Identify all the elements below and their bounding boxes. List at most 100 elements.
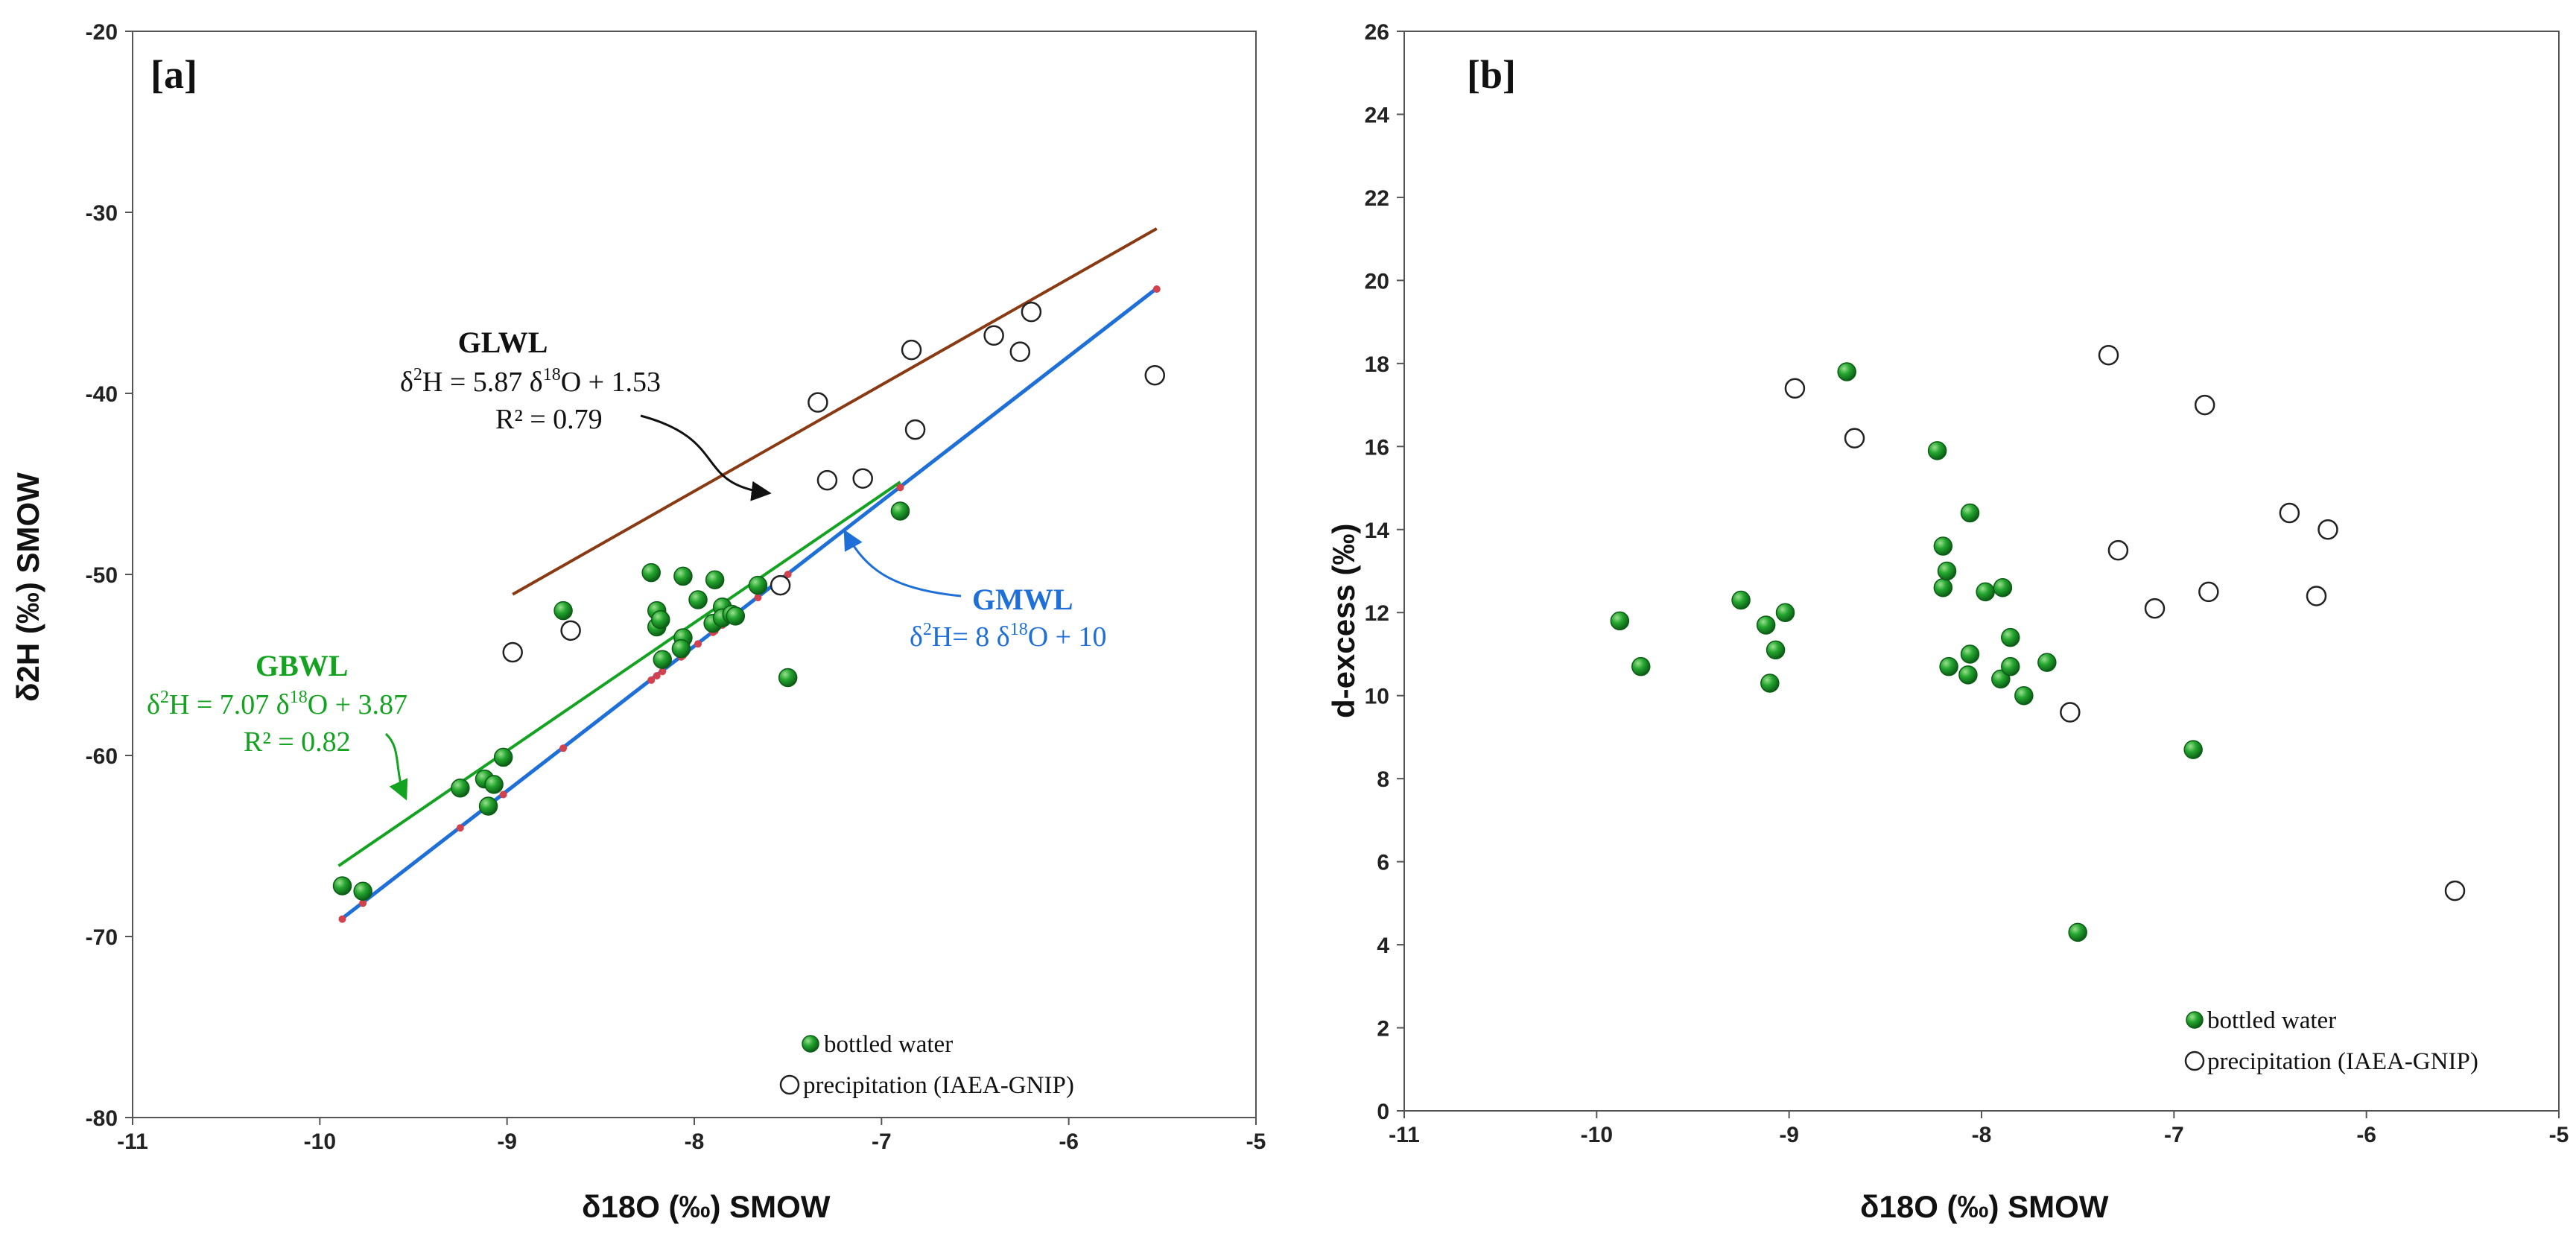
bottled-water-point: [890, 501, 910, 521]
panel-a-marks: -11 -10 -9 -8 -7 -6 -5 -80 -70 -60 -50 -40 -30 -20: [86, 20, 1266, 1154]
glwl-arrow: [640, 414, 772, 501]
bottled-water-point: [1731, 590, 1751, 610]
y-tick-label: -20: [86, 20, 118, 45]
gmwl-projection-point: [559, 744, 568, 752]
panel-b-label: [b]: [1467, 52, 1516, 97]
bottled-water-point: [1631, 656, 1651, 676]
bottled-water-point: [1976, 582, 1995, 602]
precipitation-point: [816, 469, 838, 491]
panel-b-x-axis-label: δ18O (‰) SMOW: [1860, 1189, 2109, 1224]
gbwl-line: [337, 481, 901, 867]
glwl-title: GLWL: [458, 326, 548, 359]
glwl-r2: R² = 0.79: [495, 404, 603, 435]
bottled-water-point: [688, 590, 708, 609]
gmwl-projection-point: [784, 571, 792, 578]
y-tick-label: 18: [1365, 352, 1389, 377]
gbwl-eq-end: O + 3.87: [308, 689, 407, 720]
y-tick-label: 22: [1365, 186, 1389, 211]
y-tick-label: -60: [86, 744, 118, 769]
gmwl-projection-point: [896, 484, 904, 492]
panel-a-y-axis-label: δ2H (‰) SMOW: [10, 472, 45, 702]
precipitation-point: [2279, 502, 2300, 524]
bottled-water-point: [671, 638, 691, 659]
precipitation-point: [1021, 301, 1042, 323]
bottled-water-point: [1756, 615, 1776, 635]
bottled-water-point: [2183, 740, 2203, 759]
precipitation-point: [502, 641, 523, 663]
y-tick-label: 0: [1377, 1100, 1389, 1124]
bottled-water-point: [1760, 674, 1780, 693]
y-tick-label: 20: [1365, 269, 1389, 294]
x-tick-label: -9: [1779, 1123, 1799, 1147]
x-tick-label: -8: [1972, 1123, 1992, 1147]
y-tick-label: 16: [1365, 435, 1389, 460]
panel-b: -11 -10 -9 -8 -7 -6 -502468101214161820222426 …: [1326, 20, 2569, 1224]
gmwl-line: [340, 287, 1158, 920]
panel-a-legend: bottled water precipitation (IAEA-GNIP): [779, 1031, 1074, 1099]
glwl-eq-sup-2: 2: [413, 365, 422, 384]
bottled-water-point: [1958, 665, 1978, 685]
x-tick-label: -8: [685, 1129, 705, 1154]
y-tick-label: -30: [86, 201, 118, 226]
bottled-water-point: [2037, 653, 2057, 672]
precipitation-point: [2107, 539, 2129, 561]
x-tick-label: -7: [872, 1129, 892, 1154]
y-tick-label: 24: [1365, 103, 1390, 127]
gmwl-eq-sup-2: 2: [923, 620, 932, 639]
precipitation-point: [2098, 344, 2119, 366]
x-tick-label: -5: [2549, 1123, 2569, 1147]
glwl-eq-sup-18: 18: [543, 365, 561, 384]
gmwl-arrow: [843, 529, 962, 598]
gmwl-eq-sup-18: 18: [1010, 620, 1028, 639]
y-tick-label: 12: [1365, 601, 1389, 626]
gmwl-projection-point: [754, 594, 762, 602]
bottled-water-point: [1610, 611, 1630, 631]
gmwl-eq-mid: H= 8 δ: [932, 621, 1010, 653]
bottled-water-point: [1939, 656, 1958, 676]
gmwl-title: GMWL: [972, 583, 1073, 616]
bottled-water-point: [2001, 656, 2020, 676]
bottled-water-point: [1993, 578, 2013, 598]
precipitation-point: [2198, 581, 2219, 603]
bottled-water-point: [1960, 644, 1980, 664]
panel-a-label: [a]: [150, 52, 197, 97]
bottled-water-point: [1991, 669, 2011, 689]
gmwl-eq-delta: δ: [910, 621, 923, 653]
legend-a-bottled-marker: [802, 1035, 819, 1053]
x-tick-label: -10: [1581, 1123, 1613, 1147]
glwl-line: [512, 227, 1158, 596]
precipitation-point: [770, 574, 791, 596]
gbwl-title: GBWL: [256, 649, 348, 682]
y-tick-label: 14: [1365, 519, 1390, 543]
precipitation-point: [2444, 880, 2466, 901]
panel-b-legend: bottled water precipitation (IAEA-GNIP): [2184, 1007, 2478, 1075]
glwl-eq-mid: H = 5.87 δ: [422, 367, 543, 398]
bottled-water-point: [553, 600, 573, 621]
x-tick-label: -6: [1059, 1129, 1079, 1154]
bottled-water-point: [493, 747, 513, 767]
glwl-eq-delta: δ: [400, 367, 413, 398]
x-tick-label: -5: [1246, 1129, 1266, 1154]
precipitation-point: [904, 419, 926, 440]
y-tick-label: 10: [1365, 685, 1389, 709]
y-tick-label: -40: [86, 382, 118, 407]
gmwl-projection-point: [499, 790, 507, 799]
bottled-water-point: [726, 606, 746, 626]
gbwl-eq-sup-18: 18: [290, 688, 308, 707]
bottled-water-point: [673, 566, 693, 586]
legend-a-precip-label: precipitation (IAEA-GNIP): [803, 1072, 1074, 1099]
precipitation-point: [560, 620, 581, 641]
gbwl-eq-sup-2: 2: [160, 688, 169, 707]
x-tick-label: -7: [2164, 1123, 2184, 1147]
panel-a-x-axis-label: δ18O (‰) SMOW: [582, 1189, 831, 1224]
bottled-water-point: [705, 570, 725, 590]
precipitation-point: [1784, 378, 1806, 399]
bottled-water-point: [2068, 922, 2087, 942]
bottled-water-point: [778, 668, 798, 688]
bottled-water-point: [651, 610, 670, 630]
gbwl-eq-mid: H = 7.07 δ: [169, 689, 290, 720]
panel-b-frame: [1403, 31, 2560, 1112]
gmwl-projection-point: [359, 899, 367, 907]
